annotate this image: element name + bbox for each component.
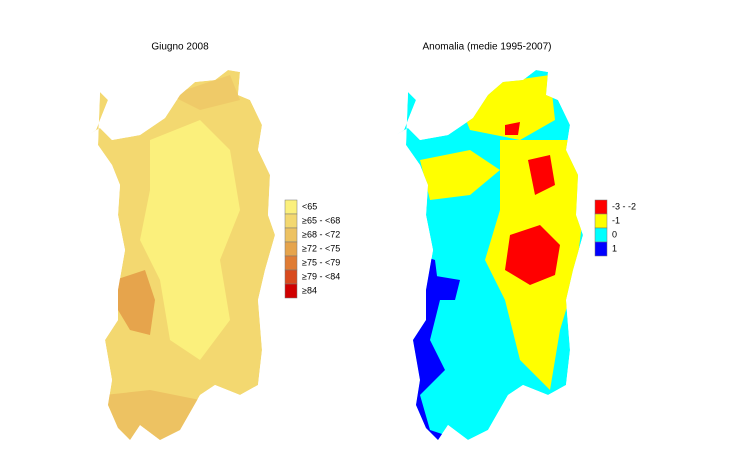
map-title: Giugno 2008 bbox=[151, 42, 209, 53]
legend: -3 - -2 -1 0 1 bbox=[594, 199, 636, 257]
region bbox=[505, 122, 520, 135]
legend-swatch bbox=[594, 227, 608, 243]
legend-label: 0 bbox=[612, 229, 617, 239]
region bbox=[105, 390, 200, 440]
legend-swatch bbox=[284, 213, 298, 229]
legend-swatch bbox=[284, 269, 298, 285]
legend: <65 ≥65 - <68 ≥68 - <72 ≥72 - <75 ≥75 - <79 ≥… bbox=[284, 199, 340, 299]
legend-swatch bbox=[284, 241, 298, 257]
legend-swatch bbox=[284, 227, 298, 243]
legend-swatch bbox=[594, 213, 608, 229]
legend-label: ≥72 - <75 bbox=[302, 243, 340, 253]
legend-label: <65 bbox=[302, 201, 317, 211]
legend-label: ≥84 bbox=[302, 285, 317, 295]
legend-label: -3 - -2 bbox=[612, 201, 636, 211]
legend-label: ≥79 - <84 bbox=[302, 271, 340, 281]
region bbox=[528, 155, 555, 195]
legend-label: 1 bbox=[612, 243, 617, 253]
region bbox=[115, 270, 155, 335]
legend-swatch bbox=[284, 199, 298, 215]
region bbox=[140, 120, 240, 360]
legend-swatch bbox=[284, 283, 298, 299]
legend-label: -1 bbox=[612, 215, 620, 225]
legend-label: ≥75 - <79 bbox=[302, 257, 340, 267]
anomaly-map bbox=[396, 70, 583, 440]
temperature-map bbox=[88, 70, 275, 440]
legend-swatch bbox=[594, 241, 608, 257]
legend-swatch bbox=[284, 255, 298, 271]
map-title: Anomalia (medie 1995-2007) bbox=[423, 42, 552, 53]
region bbox=[170, 75, 240, 110]
legend-swatch bbox=[594, 199, 608, 215]
region bbox=[505, 225, 560, 285]
legend-label: ≥68 - <72 bbox=[302, 229, 340, 239]
region bbox=[420, 150, 500, 200]
region bbox=[430, 275, 460, 300]
legend-label: ≥65 - <68 bbox=[302, 215, 340, 225]
